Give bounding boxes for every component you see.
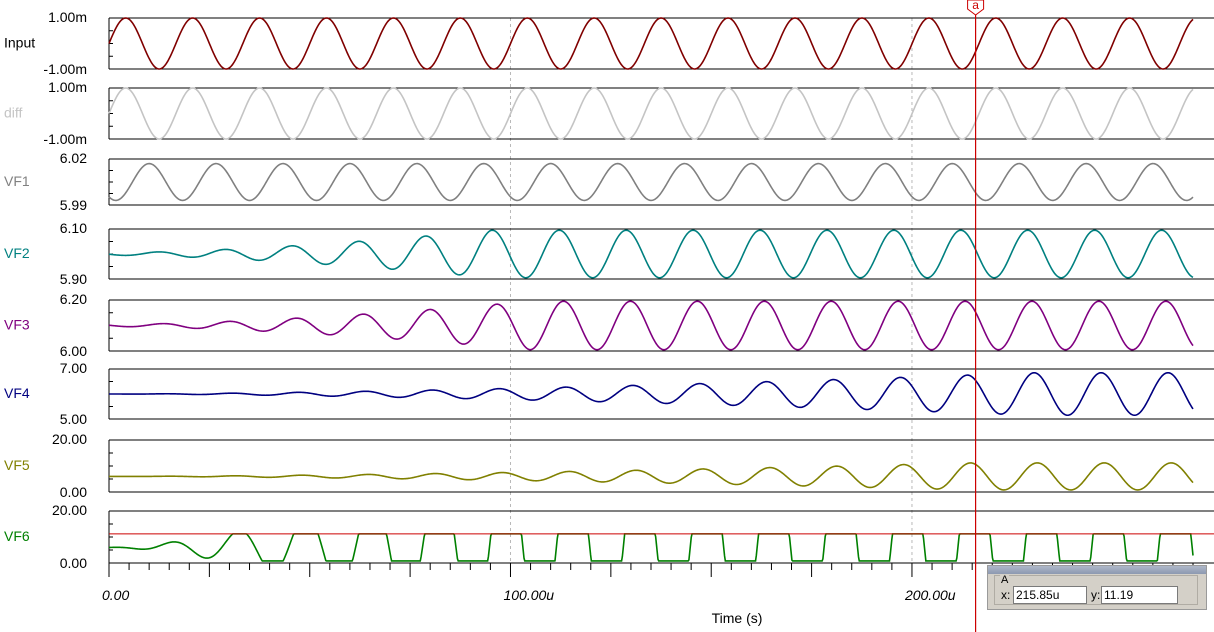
y-tick-label: 6.00 [60,343,87,359]
y-tick-label: 5.90 [60,271,87,287]
y-tick-label: 20.00 [52,502,87,518]
y-tick-label: 20.00 [52,431,87,447]
series-label: VF2 [4,245,30,261]
cursor-flag-a [967,0,985,16]
y-tick-label: 1.00m [48,79,87,95]
series-trace-diff [108,87,1194,140]
y-tick-label: 5.99 [60,197,87,213]
y-tick-label: 5.00 [60,411,87,427]
y-tick-label: 0.00 [60,484,87,500]
x-value-field[interactable]: 215.85u [1013,586,1087,604]
y-tick-label: 7.00 [60,360,87,376]
y-tick-label: 6.10 [60,220,87,236]
y-tick-label: 1.00m [48,9,87,25]
series-trace-vf6 [109,533,1194,562]
x-value-label: x: [1001,588,1011,602]
y-value-field[interactable]: 11.19 [1101,586,1178,604]
cursor-flag-label: a [972,0,979,12]
x-axis-title: Time (s) [712,610,763,626]
series-label: diff [4,105,23,121]
x-tick-label: 0.00 [102,587,129,603]
y-tick-label: -1.00m [43,61,87,77]
series-label: VF5 [4,457,30,473]
series-trace-vf4 [109,371,1194,417]
series-label: VF3 [4,317,30,333]
cursor-group-label: A [1000,574,1010,586]
series-label: VF4 [4,385,30,401]
y-tick-label: 0.00 [60,555,87,571]
y-tick-label: 6.02 [60,150,87,166]
series-trace-vf5 [109,462,1194,491]
series-label: VF1 [4,173,30,189]
cursor-a-group [994,575,1198,605]
y-value-label: y: [1091,588,1101,602]
series-trace-input [108,17,1194,70]
y-tick-label: -1.00m [43,131,87,147]
series-label: VF6 [4,528,30,544]
readout-titlebar[interactable] [988,566,1206,574]
series-label: Input [4,35,35,51]
series-trace-vf3 [108,300,1194,351]
y-tick-label: 6.20 [60,291,87,307]
x-tick-label: 200.00u [904,587,956,603]
x-tick-label: 100.00u [503,587,554,603]
cursor-readout-panel[interactable]: A x: 215.85u y: 11.19 [987,565,1207,610]
series-trace-vf2 [108,229,1194,279]
series-trace-vf1 [108,162,1194,202]
